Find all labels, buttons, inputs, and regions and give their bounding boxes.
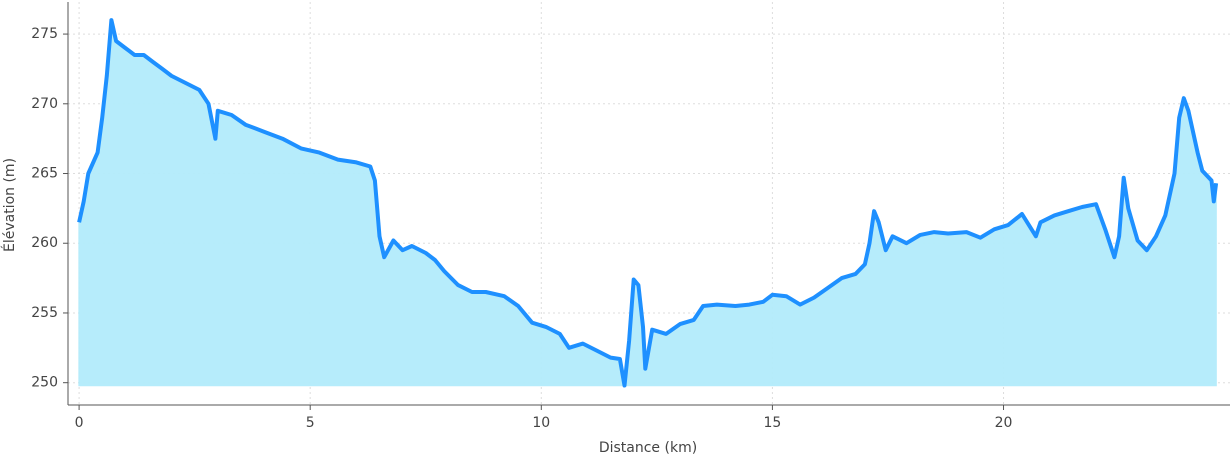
y-tick-label: 255	[31, 305, 58, 321]
y-tick-label: 250	[31, 375, 58, 391]
x-axis-label: Distance (km)	[599, 440, 697, 456]
x-tick-label: 10	[532, 415, 550, 431]
y-tick-label: 265	[31, 166, 58, 182]
y-tick-label: 270	[31, 96, 58, 112]
y-tick-label: 275	[31, 26, 58, 42]
elevation-line	[77, 18, 1219, 388]
elevation-area	[78, 19, 1217, 387]
x-tick-label: 5	[306, 415, 315, 431]
y-axis-label: Élévation (m)	[1, 158, 18, 252]
y-tick-label: 260	[31, 235, 58, 251]
x-tick-label: 15	[763, 415, 781, 431]
x-tick-label: 0	[75, 415, 84, 431]
x-tick-label: 20	[995, 415, 1013, 431]
